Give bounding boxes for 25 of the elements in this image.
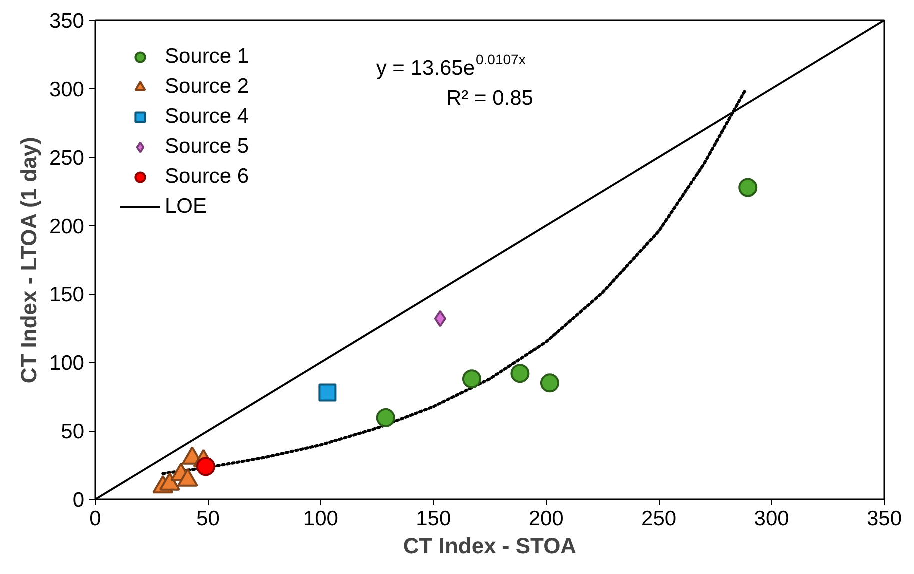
y-tick-label: 100 (49, 352, 85, 376)
y-axis-title: CT Index - LTOA (1 day) (16, 137, 42, 384)
y-tick-label: 150 (49, 284, 85, 307)
x-tick-label: 250 (642, 508, 677, 530)
y-tick-label: 250 (49, 146, 85, 170)
x-tick-label: 150 (416, 508, 452, 530)
y-tick-label: 350 (49, 10, 85, 33)
x-tick-label: 50 (196, 508, 220, 530)
x-tick-label: 0 (90, 508, 102, 530)
x-tick-label: 350 (866, 508, 902, 530)
y-tick-label: 200 (49, 215, 85, 238)
x-axis-title: CT Index - STOA (403, 534, 577, 558)
legend-label: LOE (165, 195, 208, 219)
x-tick-label: 200 (528, 508, 564, 530)
legend-label: Source 6 (165, 165, 250, 189)
y-tick-label: 0 (72, 489, 85, 512)
legend-label: Source 1 (165, 45, 250, 69)
legend-label: Source 5 (165, 135, 250, 159)
x-tick-label: 300 (754, 508, 790, 530)
legend-label: Source 2 (165, 75, 250, 99)
x-tick-label: 100 (303, 508, 338, 530)
y-tick-label: 300 (49, 78, 85, 102)
y-tick-label: 50 (61, 420, 84, 444)
annotation: R² = 0.85 (446, 86, 534, 110)
legend-label: Source 4 (165, 105, 250, 129)
